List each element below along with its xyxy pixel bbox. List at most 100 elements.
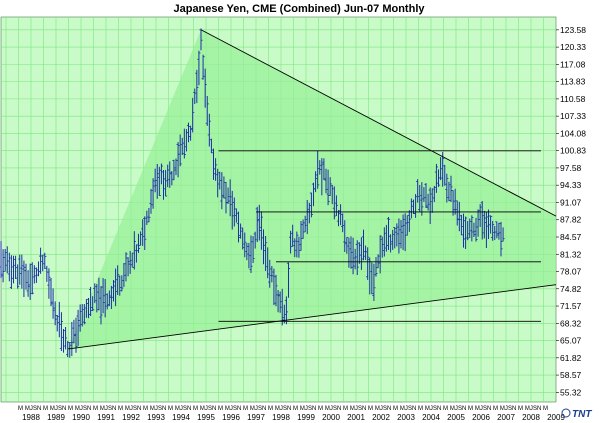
x-month-label: SN <box>158 406 166 412</box>
x-month-label: MJ <box>525 406 533 412</box>
y-tick-label: 117.08 <box>560 59 586 69</box>
chart-title: Japanese Yen, CME (Combined) Jun-07 Mont… <box>173 3 425 15</box>
y-tick-label: 71.57 <box>560 301 582 311</box>
x-month-label: SN <box>58 406 66 412</box>
y-tick-label: 65.07 <box>560 336 582 346</box>
x-month-label: SN <box>258 406 266 412</box>
x-year-label: 2002 <box>372 413 390 422</box>
x-month-label: MJ <box>500 406 508 412</box>
y-tick-label: 87.82 <box>560 215 582 225</box>
x-month-label: M <box>543 406 548 412</box>
x-month-label: MJ <box>475 406 483 412</box>
x-month-label: M <box>368 406 373 412</box>
y-tick-label: 120.33 <box>560 42 586 52</box>
x-month-label: M <box>518 406 523 412</box>
x-year-label: 2007 <box>497 413 515 422</box>
x-month-label: SN <box>133 406 141 412</box>
x-year-label: 2004 <box>422 413 440 422</box>
x-month-label: MJ <box>25 406 33 412</box>
x-year-label: 1994 <box>172 413 190 422</box>
x-month-label: M <box>493 406 498 412</box>
x-month-label: MJ <box>450 406 458 412</box>
y-tick-label: 91.07 <box>560 197 582 207</box>
x-month-label: MJ <box>375 406 383 412</box>
x-month-label: M <box>443 406 448 412</box>
x-month-label: M <box>193 406 198 412</box>
y-tick-label: 104.08 <box>560 128 586 138</box>
x-year-label: 1989 <box>47 413 65 422</box>
wedge-area <box>68 29 556 349</box>
x-month-label: SN <box>508 406 516 412</box>
x-month-label: MJ <box>400 406 408 412</box>
x-month-label: M <box>293 406 298 412</box>
x-year-label: 2001 <box>347 413 365 422</box>
x-month-label: M <box>218 406 223 412</box>
x-month-label: SN <box>533 406 541 412</box>
x-year-label: 1998 <box>272 413 290 422</box>
x-month-label: MJ <box>425 406 433 412</box>
x-month-label: M <box>243 406 248 412</box>
x-year-label: 1988 <box>22 413 40 422</box>
x-month-label: SN <box>183 406 191 412</box>
x-month-label: SN <box>333 406 341 412</box>
x-month-label: M <box>118 406 123 412</box>
x-month-label: SN <box>283 406 291 412</box>
x-month-label: SN <box>208 406 216 412</box>
logo-globe-icon <box>561 408 571 418</box>
x-month-label: SN <box>308 406 316 412</box>
x-year-label: 2005 <box>447 413 465 422</box>
x-month-label: M <box>468 406 473 412</box>
y-tick-label: 81.32 <box>560 249 582 259</box>
x-month-label: MJ <box>100 406 108 412</box>
y-tick-label: 107.33 <box>560 111 586 121</box>
y-tick-label: 61.82 <box>560 353 582 363</box>
y-tick-label: 68.32 <box>560 318 582 328</box>
x-month-label: MJ <box>150 406 158 412</box>
x-month-label: M <box>418 406 423 412</box>
x-month-label: MJ <box>350 406 358 412</box>
x-year-label: 1996 <box>222 413 240 422</box>
x-month-label: MJ <box>275 406 283 412</box>
x-month-label: SN <box>83 406 91 412</box>
x-month-label: SN <box>33 406 41 412</box>
x-year-label: 1993 <box>147 413 165 422</box>
x-month-label: M <box>343 406 348 412</box>
x-month-label: SN <box>108 406 116 412</box>
x-month-label: SN <box>233 406 241 412</box>
x-month-label: SN <box>408 406 416 412</box>
x-year-label: 1999 <box>297 413 315 422</box>
x-year-label: 1990 <box>72 413 90 422</box>
y-axis: 123.58 120.33 117.08 113.83 110.58 107.33 104.… <box>556 25 586 397</box>
x-month-label: M <box>318 406 323 412</box>
x-month-label: MJ <box>325 406 333 412</box>
x-month-label: MJ <box>300 406 308 412</box>
x-year-label: 2008 <box>522 413 540 422</box>
x-month-label: M <box>18 406 23 412</box>
x-month-label: MJ <box>75 406 83 412</box>
x-month-label: MJ <box>175 406 183 412</box>
x-year-label: 2006 <box>472 413 490 422</box>
x-month-label: M <box>43 406 48 412</box>
trendline <box>68 284 557 350</box>
y-tick-label: 94.33 <box>560 180 582 190</box>
x-month-label: M <box>168 406 173 412</box>
y-tick-label: 78.07 <box>560 267 582 277</box>
y-tick-label: 55.32 <box>560 387 582 397</box>
x-month-label: SN <box>358 406 366 412</box>
x-month-label: M <box>68 406 73 412</box>
x-year-label: 2000 <box>322 413 340 422</box>
y-tick-label: 84.57 <box>560 232 582 242</box>
y-tick-label: 58.57 <box>560 370 582 380</box>
x-month-label: M <box>93 406 98 412</box>
trendline <box>200 29 557 217</box>
x-month-label: MJ <box>125 406 133 412</box>
x-year-label: 2003 <box>397 413 415 422</box>
x-month-label: MJ <box>50 406 58 412</box>
y-tick-label: 74.82 <box>560 284 582 294</box>
x-month-label: M <box>393 406 398 412</box>
price-bars <box>0 28 505 358</box>
tnt-logo: TNT <box>561 408 592 420</box>
x-year-label: 1991 <box>97 413 115 422</box>
x-year-label: 1992 <box>122 413 140 422</box>
